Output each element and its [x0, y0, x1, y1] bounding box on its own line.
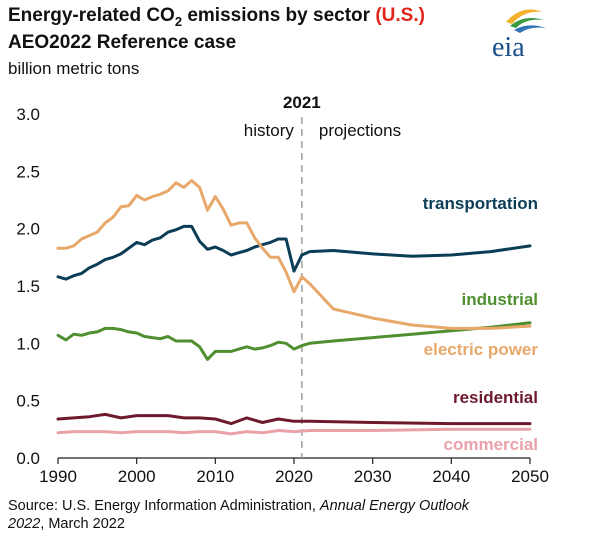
- series-label-transportation: transportation: [423, 194, 538, 213]
- projections-label: projections: [319, 121, 401, 140]
- y-tick-label: 0.0: [16, 449, 40, 468]
- x-tick-label: 2010: [196, 467, 234, 486]
- series-label-commercial: commercial: [444, 435, 539, 454]
- series-line-industrial: [56, 321, 532, 361]
- series-line-electric-power: [56, 179, 532, 330]
- title-region: (U.S.): [375, 5, 425, 26]
- y-tick-label: 1.5: [16, 277, 40, 296]
- chart-title: Energy-related CO2 emissions by sector (…: [8, 5, 425, 29]
- x-tick-label: 2000: [118, 467, 156, 486]
- y-tick-label: 1.0: [16, 334, 40, 353]
- source-note: Source: U.S. Energy Information Administ…: [8, 498, 470, 532]
- series-label-electric-power: electric power: [424, 340, 539, 359]
- x-tick-label: 2020: [275, 467, 313, 486]
- units-label: billion metric tons: [8, 59, 140, 78]
- y-tick-label: 3.0: [16, 105, 40, 124]
- y-tick-label: 0.5: [16, 392, 40, 411]
- y-tick-label: 2.0: [16, 220, 40, 239]
- y-tick-label: 2.5: [16, 162, 40, 181]
- x-tick-label: 1990: [39, 467, 77, 486]
- svg-text:eia: eia: [492, 32, 525, 62]
- series-label-industrial: industrial: [461, 290, 538, 309]
- x-tick-label: 2050: [511, 467, 549, 486]
- title-subscript: 2: [174, 13, 183, 29]
- series-line-transportation: [56, 224, 532, 281]
- series-label-residential: residential: [453, 388, 538, 407]
- history-label: history: [244, 121, 295, 140]
- series-line-commercial: [56, 427, 532, 436]
- chart-subtitle: AEO2022 Reference case: [8, 32, 237, 53]
- x-tick-label: 2030: [354, 467, 392, 486]
- x-tick-label: 2040: [432, 467, 470, 486]
- source-publication: Annual Energy Outlook 2022: [8, 498, 470, 532]
- eia-logo-icon: eia: [492, 9, 546, 62]
- divider-year-label: 2021: [283, 93, 321, 112]
- series-line-residential: [56, 412, 532, 426]
